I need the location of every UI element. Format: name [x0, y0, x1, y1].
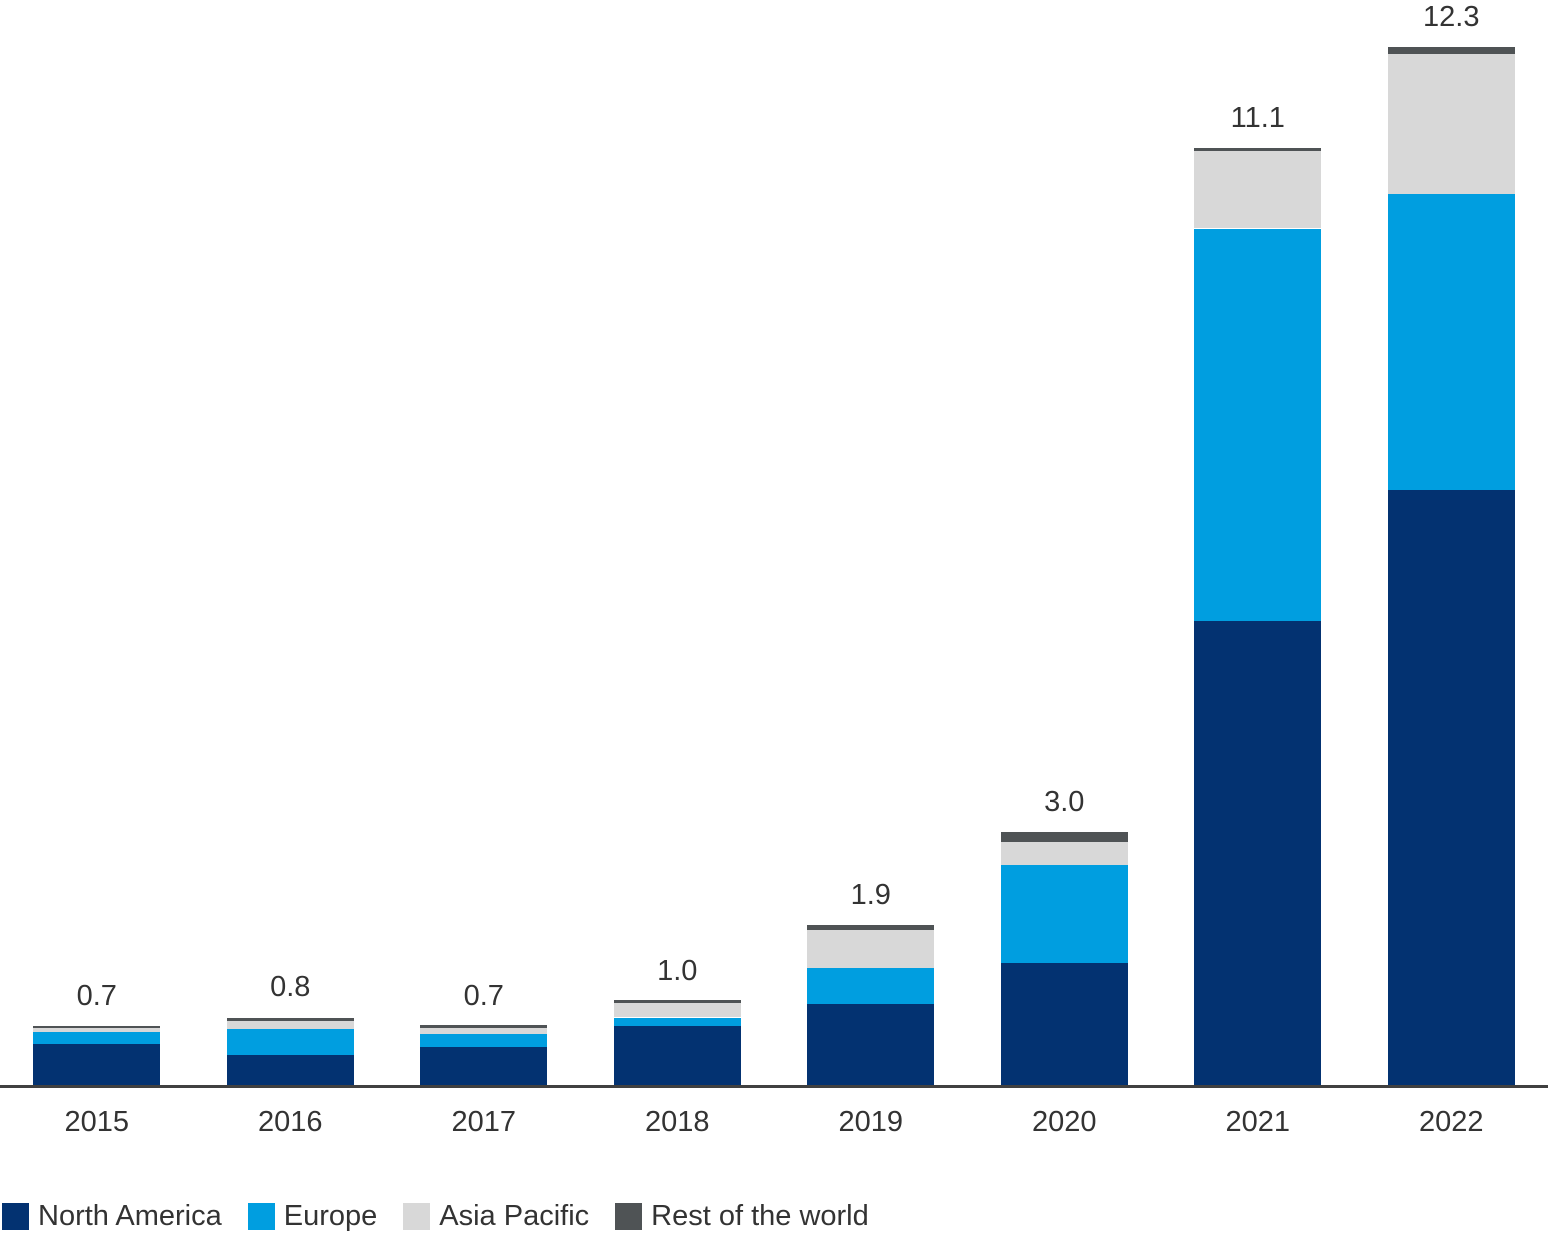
segment-north-america [420, 1047, 548, 1085]
x-tick-label: 2015 [64, 1106, 129, 1138]
segment-north-america [807, 1004, 935, 1085]
bar-group-2019: 1.9 [774, 0, 968, 1085]
segment-asia-pacific [420, 1028, 548, 1034]
segment-north-america [613, 1026, 741, 1085]
segment-europe [1387, 194, 1515, 490]
segment-europe [807, 968, 935, 1004]
legend-label: Rest of the world [651, 1200, 869, 1232]
segment-rest-of-the-world [1387, 47, 1515, 54]
legend-label: Europe [283, 1200, 378, 1232]
legend-swatch [615, 1203, 643, 1230]
bar-total-label: 12.3 [1423, 1, 1480, 33]
segment-rest-of-the-world [226, 1018, 354, 1021]
bar-group-2017: 0.7 [387, 0, 581, 1085]
x-tick-label: 2021 [1225, 1106, 1290, 1138]
legend-swatch [2, 1203, 29, 1230]
legend-item-asia-pacific: Asia Pacific [403, 1200, 589, 1233]
x-tick-label: 2018 [644, 1106, 710, 1138]
segment-north-america [1194, 621, 1322, 1085]
bar-total-label: 11.1 [1230, 102, 1285, 134]
legend-item-rest-of-the-world: Rest of the world [615, 1200, 869, 1233]
segment-europe [613, 1018, 741, 1026]
segment-rest-of-the-world [807, 925, 935, 930]
segment-asia-pacific [1194, 150, 1322, 228]
bar-total-label: 0.7 [76, 980, 117, 1012]
segment-rest-of-the-world [613, 1000, 741, 1003]
bar-group-2015: 0.7 [0, 0, 194, 1085]
plot-area: 0.7 0.8 0.7 1.0 1.9 3.0 11.1 12.3 [0, 0, 1548, 1088]
legend-item-europe: Europe [247, 1200, 378, 1233]
segment-europe [420, 1034, 548, 1047]
legend-swatch [247, 1203, 275, 1230]
segment-rest-of-the-world [1194, 148, 1322, 151]
x-axis: 2015 2016 2017 2018 2019 2020 2021 2022 [0, 1088, 1548, 1139]
segment-north-america [1387, 490, 1515, 1085]
bar-group-2022: 12.3 [1355, 0, 1548, 1085]
x-tick-label: 2017 [451, 1106, 516, 1138]
segment-rest-of-the-world [33, 1026, 161, 1028]
segment-asia-pacific [33, 1028, 161, 1032]
x-tick-label: 2019 [838, 1106, 903, 1138]
x-tick-label: 2016 [257, 1106, 323, 1138]
bar-group-2021: 11.1 [1161, 0, 1355, 1085]
x-tick-label: 2022 [1418, 1106, 1484, 1138]
segment-north-america [1000, 963, 1128, 1085]
segment-europe [226, 1029, 354, 1055]
segment-europe [1194, 229, 1322, 621]
segment-asia-pacific [807, 930, 935, 968]
bar-group-2016: 0.8 [194, 0, 388, 1085]
bar-total-label: 0.7 [463, 980, 504, 1012]
bar-total-label: 1.0 [657, 955, 698, 987]
bar-group-2018: 1.0 [581, 0, 775, 1085]
legend-label: Asia Pacific [439, 1200, 590, 1232]
legend: North America Europe Asia Pacific Rest of t… [2, 1200, 869, 1233]
legend-item-north-america: North America [2, 1200, 222, 1233]
segment-asia-pacific [1387, 54, 1515, 194]
segment-europe [1000, 864, 1128, 963]
bar-total-label: 1.9 [850, 879, 891, 911]
segment-north-america [33, 1044, 161, 1085]
bar-group-2020: 3.0 [968, 0, 1162, 1085]
segment-north-america [226, 1055, 354, 1085]
legend-swatch [403, 1203, 431, 1230]
x-tick-label: 2020 [1031, 1106, 1097, 1138]
segment-rest-of-the-world [420, 1025, 548, 1028]
segment-asia-pacific [226, 1021, 354, 1029]
segment-asia-pacific [1000, 842, 1128, 865]
segment-asia-pacific [613, 1003, 741, 1017]
segment-europe [33, 1031, 161, 1044]
legend-label: North America [38, 1200, 222, 1232]
segment-rest-of-the-world [1000, 832, 1128, 842]
bar-total-label: 0.8 [270, 971, 311, 1003]
bar-total-label: 3.0 [1044, 786, 1085, 818]
